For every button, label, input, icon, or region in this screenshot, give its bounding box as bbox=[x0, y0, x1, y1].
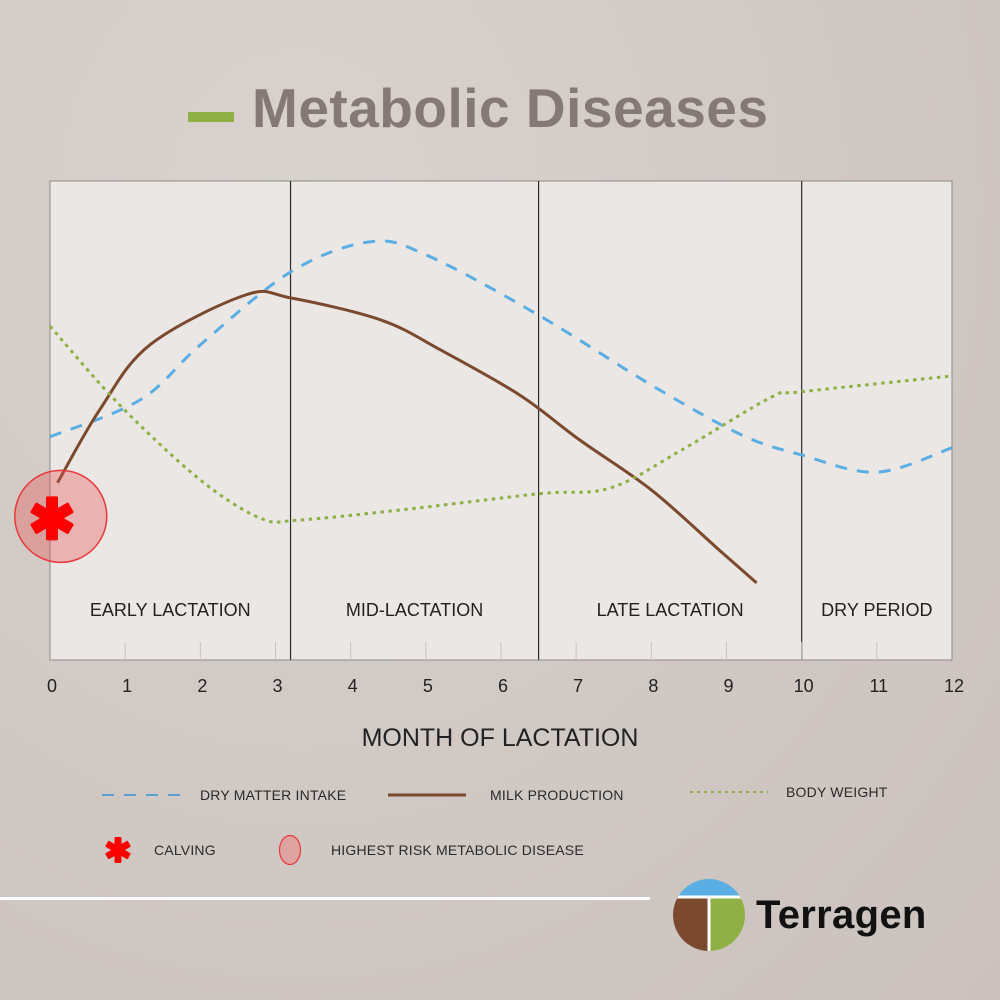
series-line-body-weight bbox=[48, 325, 953, 524]
phase-label: MID-LACTATION bbox=[346, 600, 483, 620]
legend-item-dry-matter-intake: DRY MATTER INTAKE bbox=[102, 787, 346, 803]
series-line-dry-matter-intake bbox=[49, 239, 953, 474]
legend-dashed-line-icon bbox=[102, 794, 182, 796]
series-group bbox=[48, 239, 953, 585]
phase-label: LATE LACTATION bbox=[597, 600, 744, 620]
annotations bbox=[14, 469, 108, 564]
legend-label: HIGHEST RISK METABOLIC DISEASE bbox=[331, 842, 584, 858]
legend-item-highest-risk: HIGHEST RISK METABOLIC DISEASE bbox=[278, 833, 584, 867]
asterisk-arm bbox=[30, 502, 74, 534]
terragen-logo-icon bbox=[673, 879, 745, 951]
asterisk-icon bbox=[105, 837, 131, 863]
phase-dividers bbox=[289, 181, 803, 660]
x-axis-label: MONTH OF LACTATION bbox=[362, 724, 639, 752]
plot-area bbox=[49, 180, 953, 661]
x-tick-label: 11 bbox=[869, 676, 888, 696]
legend-label: BODY WEIGHT bbox=[786, 784, 888, 800]
x-tick-label: 8 bbox=[648, 676, 658, 696]
legend-item-calving: CALVING bbox=[102, 835, 216, 865]
legend-dotted-line-icon bbox=[690, 791, 768, 793]
x-tick-label: 4 bbox=[348, 676, 358, 696]
title-block: Metabolic Diseases bbox=[188, 66, 768, 136]
legend-label: MILK PRODUCTION bbox=[490, 787, 624, 803]
legend-label: DRY MATTER INTAKE bbox=[200, 787, 347, 803]
x-tick-label: 1 bbox=[122, 676, 132, 696]
x-axis-tick-labels: 0 1 2 3 4 5 6 7 8 9 10 11 12 bbox=[47, 676, 964, 696]
x-tick-label: 9 bbox=[723, 676, 733, 696]
brand-name: Terragen bbox=[756, 892, 927, 937]
phase-labels: EARLY LACTATION MID-LACTATION LATE LACTATI… bbox=[90, 600, 933, 620]
brand-logo: Terragen bbox=[672, 878, 927, 952]
legend-label: CALVING bbox=[154, 842, 216, 858]
risk-circle-icon bbox=[278, 834, 302, 866]
legend-solid-line-icon bbox=[388, 793, 466, 797]
calving-asterisk-icon bbox=[30, 496, 74, 541]
legend-item-milk-production: MILK PRODUCTION bbox=[388, 787, 624, 803]
x-tick-label: 7 bbox=[573, 676, 583, 696]
x-tick-label: 0 bbox=[47, 676, 57, 696]
x-axis-minor-ticks bbox=[124, 642, 878, 660]
x-tick-label: 12 bbox=[944, 676, 964, 696]
x-tick-label: 5 bbox=[423, 676, 433, 696]
x-tick-label: 2 bbox=[197, 676, 207, 696]
phase-label: DRY PERIOD bbox=[821, 600, 932, 620]
phase-label: EARLY LACTATION bbox=[90, 600, 251, 620]
footer-divider bbox=[0, 897, 650, 900]
legend-item-body-weight: BODY WEIGHT bbox=[690, 784, 888, 800]
x-tick-label: 3 bbox=[272, 676, 282, 696]
x-tick-label: 10 bbox=[794, 676, 814, 696]
x-tick-label: 6 bbox=[498, 676, 508, 696]
series-line-milk-production bbox=[56, 289, 758, 585]
title-accent-bar bbox=[188, 112, 234, 122]
page-title: Metabolic Diseases bbox=[252, 77, 769, 139]
